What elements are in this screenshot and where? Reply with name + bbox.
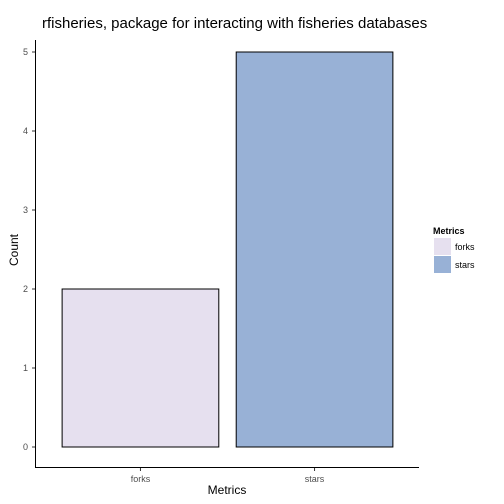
legend-title: Metrics <box>433 226 465 236</box>
legend-items: forks stars <box>434 238 475 273</box>
x-axis-title: Metrics <box>208 483 247 497</box>
legend-swatch-stars <box>434 256 451 273</box>
bar-stars <box>235 51 394 448</box>
x-tick-label-stars: stars <box>305 474 325 484</box>
y-tick-label-2: 2 <box>23 284 28 294</box>
legend-label-forks: forks <box>455 242 475 252</box>
x-tick-label-forks: forks <box>131 474 151 484</box>
y-tick-label-0: 0 <box>23 442 28 452</box>
y-tick-label-5: 5 <box>23 47 28 57</box>
x-axis-ticks: forks stars <box>131 468 325 484</box>
bars <box>61 51 394 448</box>
chart-title: rfisheries, package for interacting with… <box>42 15 427 32</box>
y-tick-label-4: 4 <box>23 126 28 136</box>
y-axis-ticks: 0 1 2 3 4 5 <box>23 47 35 452</box>
y-tick-label-1: 1 <box>23 363 28 373</box>
legend-label-stars: stars <box>455 260 475 270</box>
y-tick-label-3: 3 <box>23 205 28 215</box>
legend-swatch-forks <box>434 238 451 255</box>
bar-forks <box>61 288 220 448</box>
y-axis-title: Count <box>7 233 21 266</box>
legend: Metrics forks stars <box>433 226 475 273</box>
